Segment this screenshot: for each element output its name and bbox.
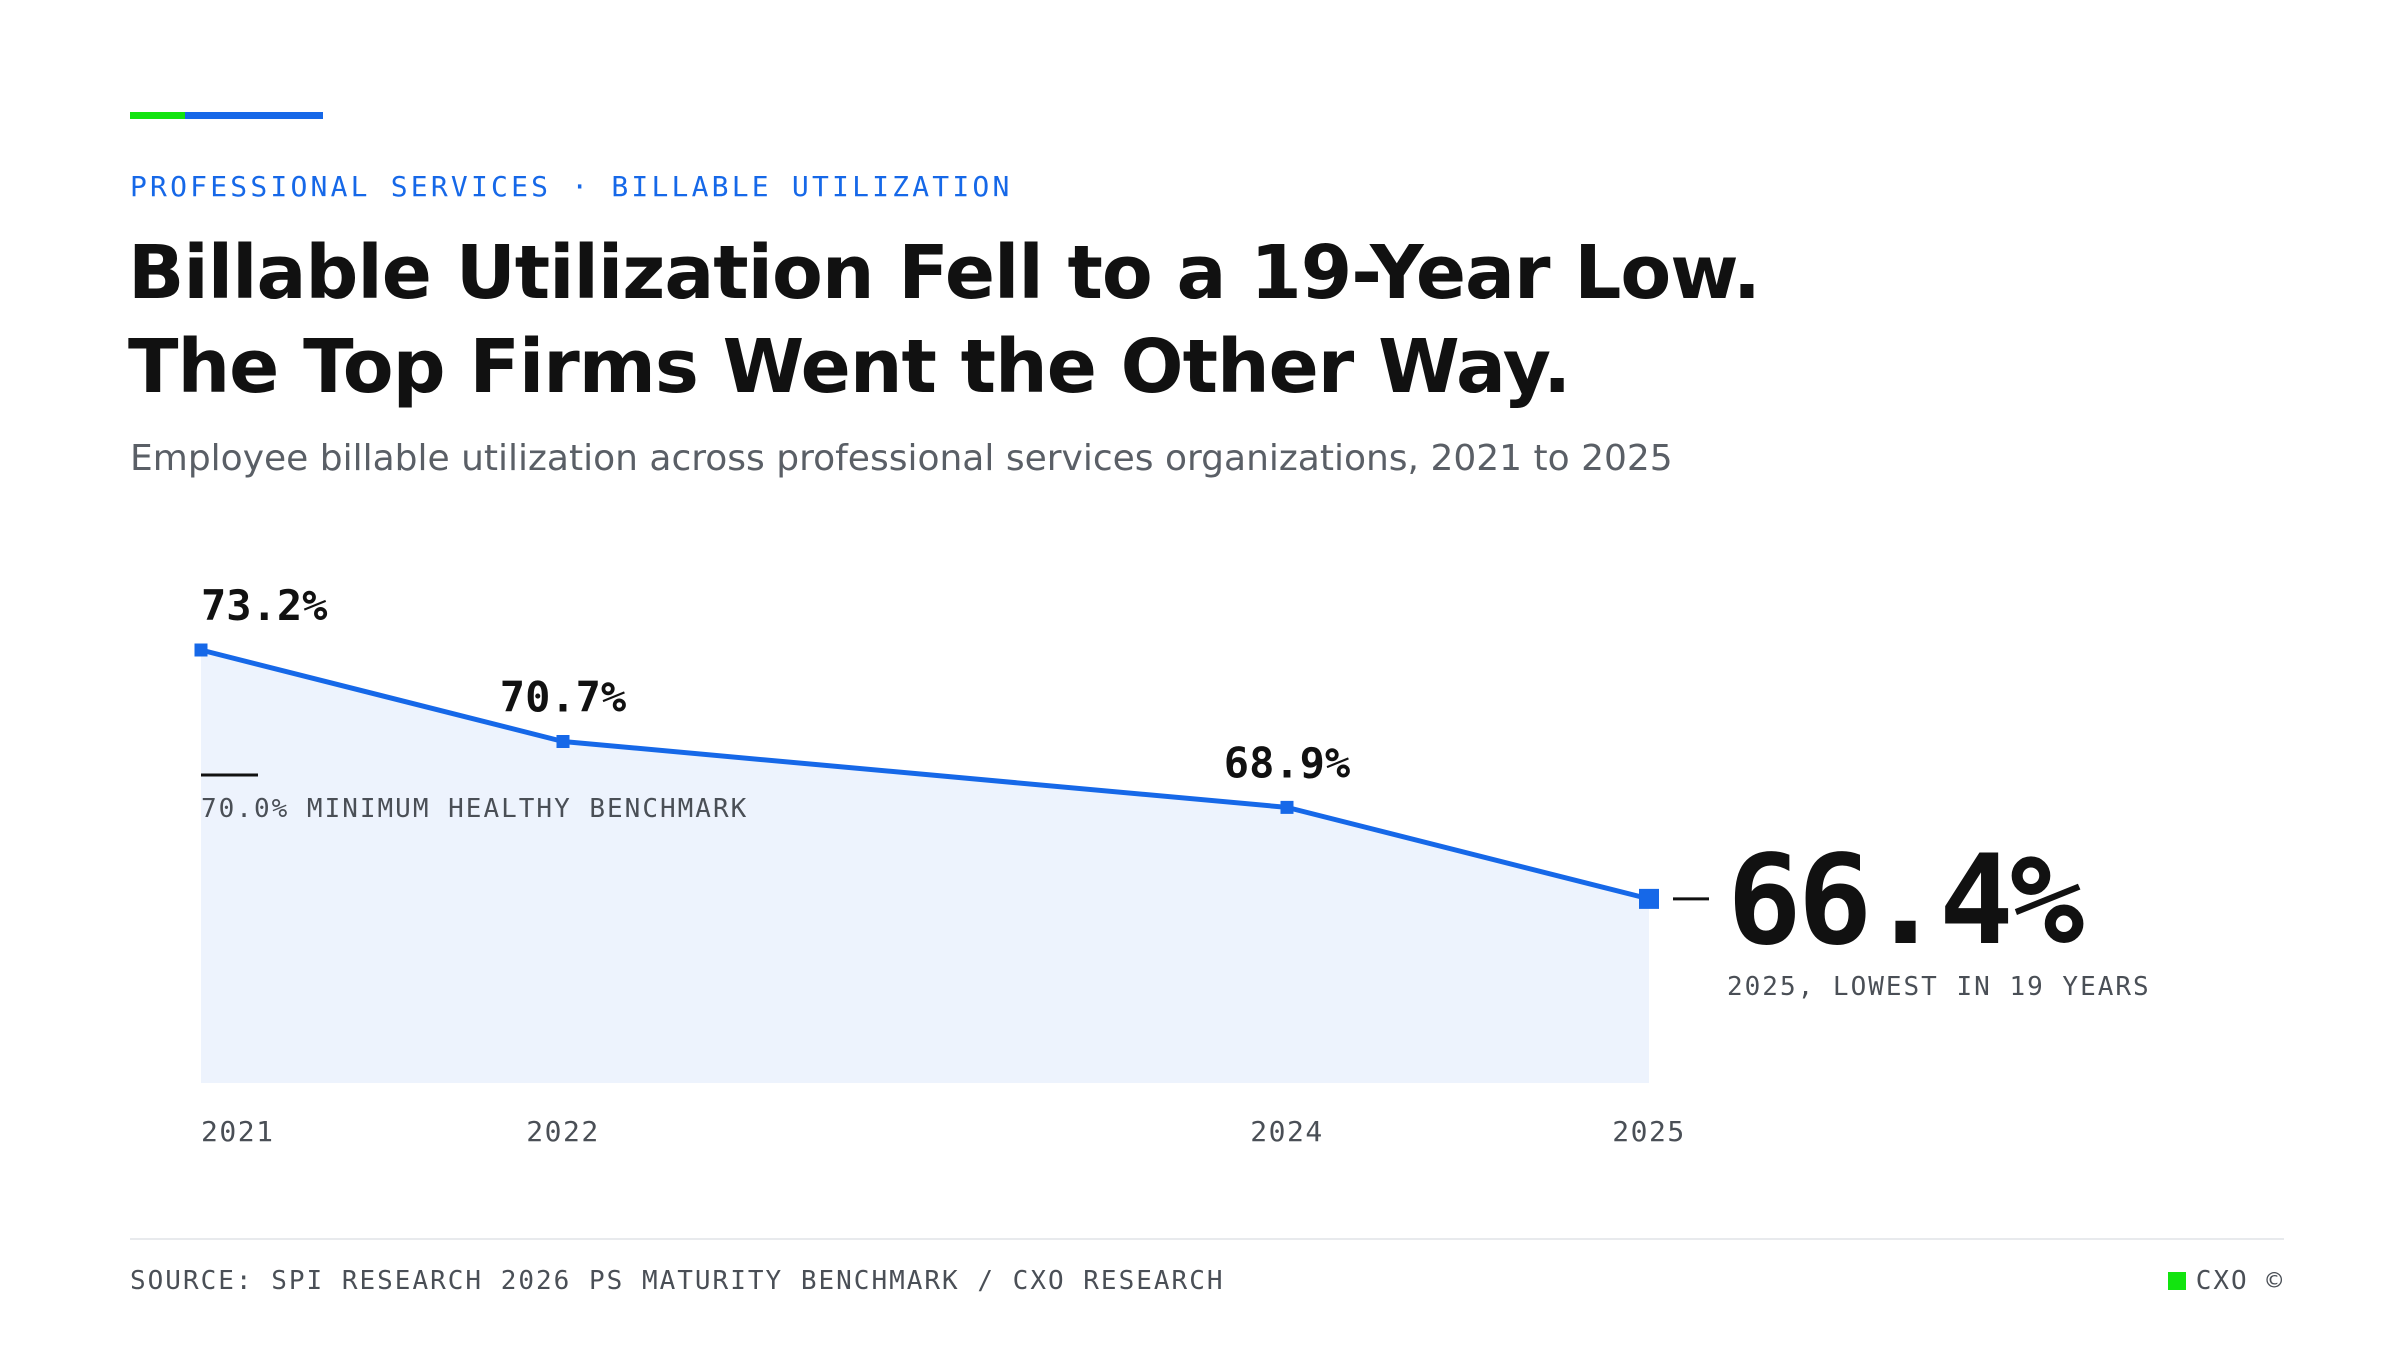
highlight-caption: 2025, LOWEST IN 19 YEARS	[1727, 972, 2151, 1002]
brand-square-icon	[2167, 1272, 2186, 1290]
page-title: Billable Utilization Fell to a 19-Year L…	[128, 226, 1761, 414]
series-line	[200, 647, 1650, 902]
accent-bar-green	[130, 112, 185, 119]
x-tick-label-2025: 2025	[1612, 1115, 1685, 1148]
accent-bar	[130, 112, 323, 119]
x-tick-label-2022: 2022	[526, 1115, 599, 1148]
x-tick-label-2021: 2021	[201, 1115, 274, 1148]
page-subtitle: Employee billable utilization across pro…	[130, 438, 1673, 479]
data-point-2025	[1639, 888, 1659, 909]
data-point-2024	[1280, 800, 1294, 814]
benchmark-label: 70.0% MINIMUM HEALTHY BENCHMARK	[201, 794, 748, 824]
data-label-2022: 70.7%	[500, 673, 626, 722]
data-label-2024: 68.9%	[1224, 738, 1350, 787]
data-point-2021	[194, 643, 208, 657]
title-line-2: The Top Firms Went the Other Way.	[128, 324, 1571, 410]
accent-bar-blue	[185, 112, 323, 119]
footer-divider	[130, 1238, 2284, 1240]
brand-mark: CXO ©	[2167, 1266, 2284, 1296]
area-fill	[201, 650, 1649, 1083]
x-tick-label-2024: 2024	[1250, 1115, 1323, 1148]
data-point-2022	[556, 735, 570, 748]
eyebrow-label: PROFESSIONAL SERVICES · BILLABLE UTILIZA…	[130, 170, 1013, 203]
brand-label: CXO ©	[2195, 1266, 2284, 1296]
source-note: SOURCE: SPI RESEARCH 2026 PS MATURITY BE…	[130, 1266, 1225, 1296]
highlight-value: 66.4%	[1727, 829, 2084, 973]
data-label-2021: 73.2%	[201, 581, 327, 630]
title-line-1: Billable Utilization Fell to a 19-Year L…	[128, 230, 1761, 316]
